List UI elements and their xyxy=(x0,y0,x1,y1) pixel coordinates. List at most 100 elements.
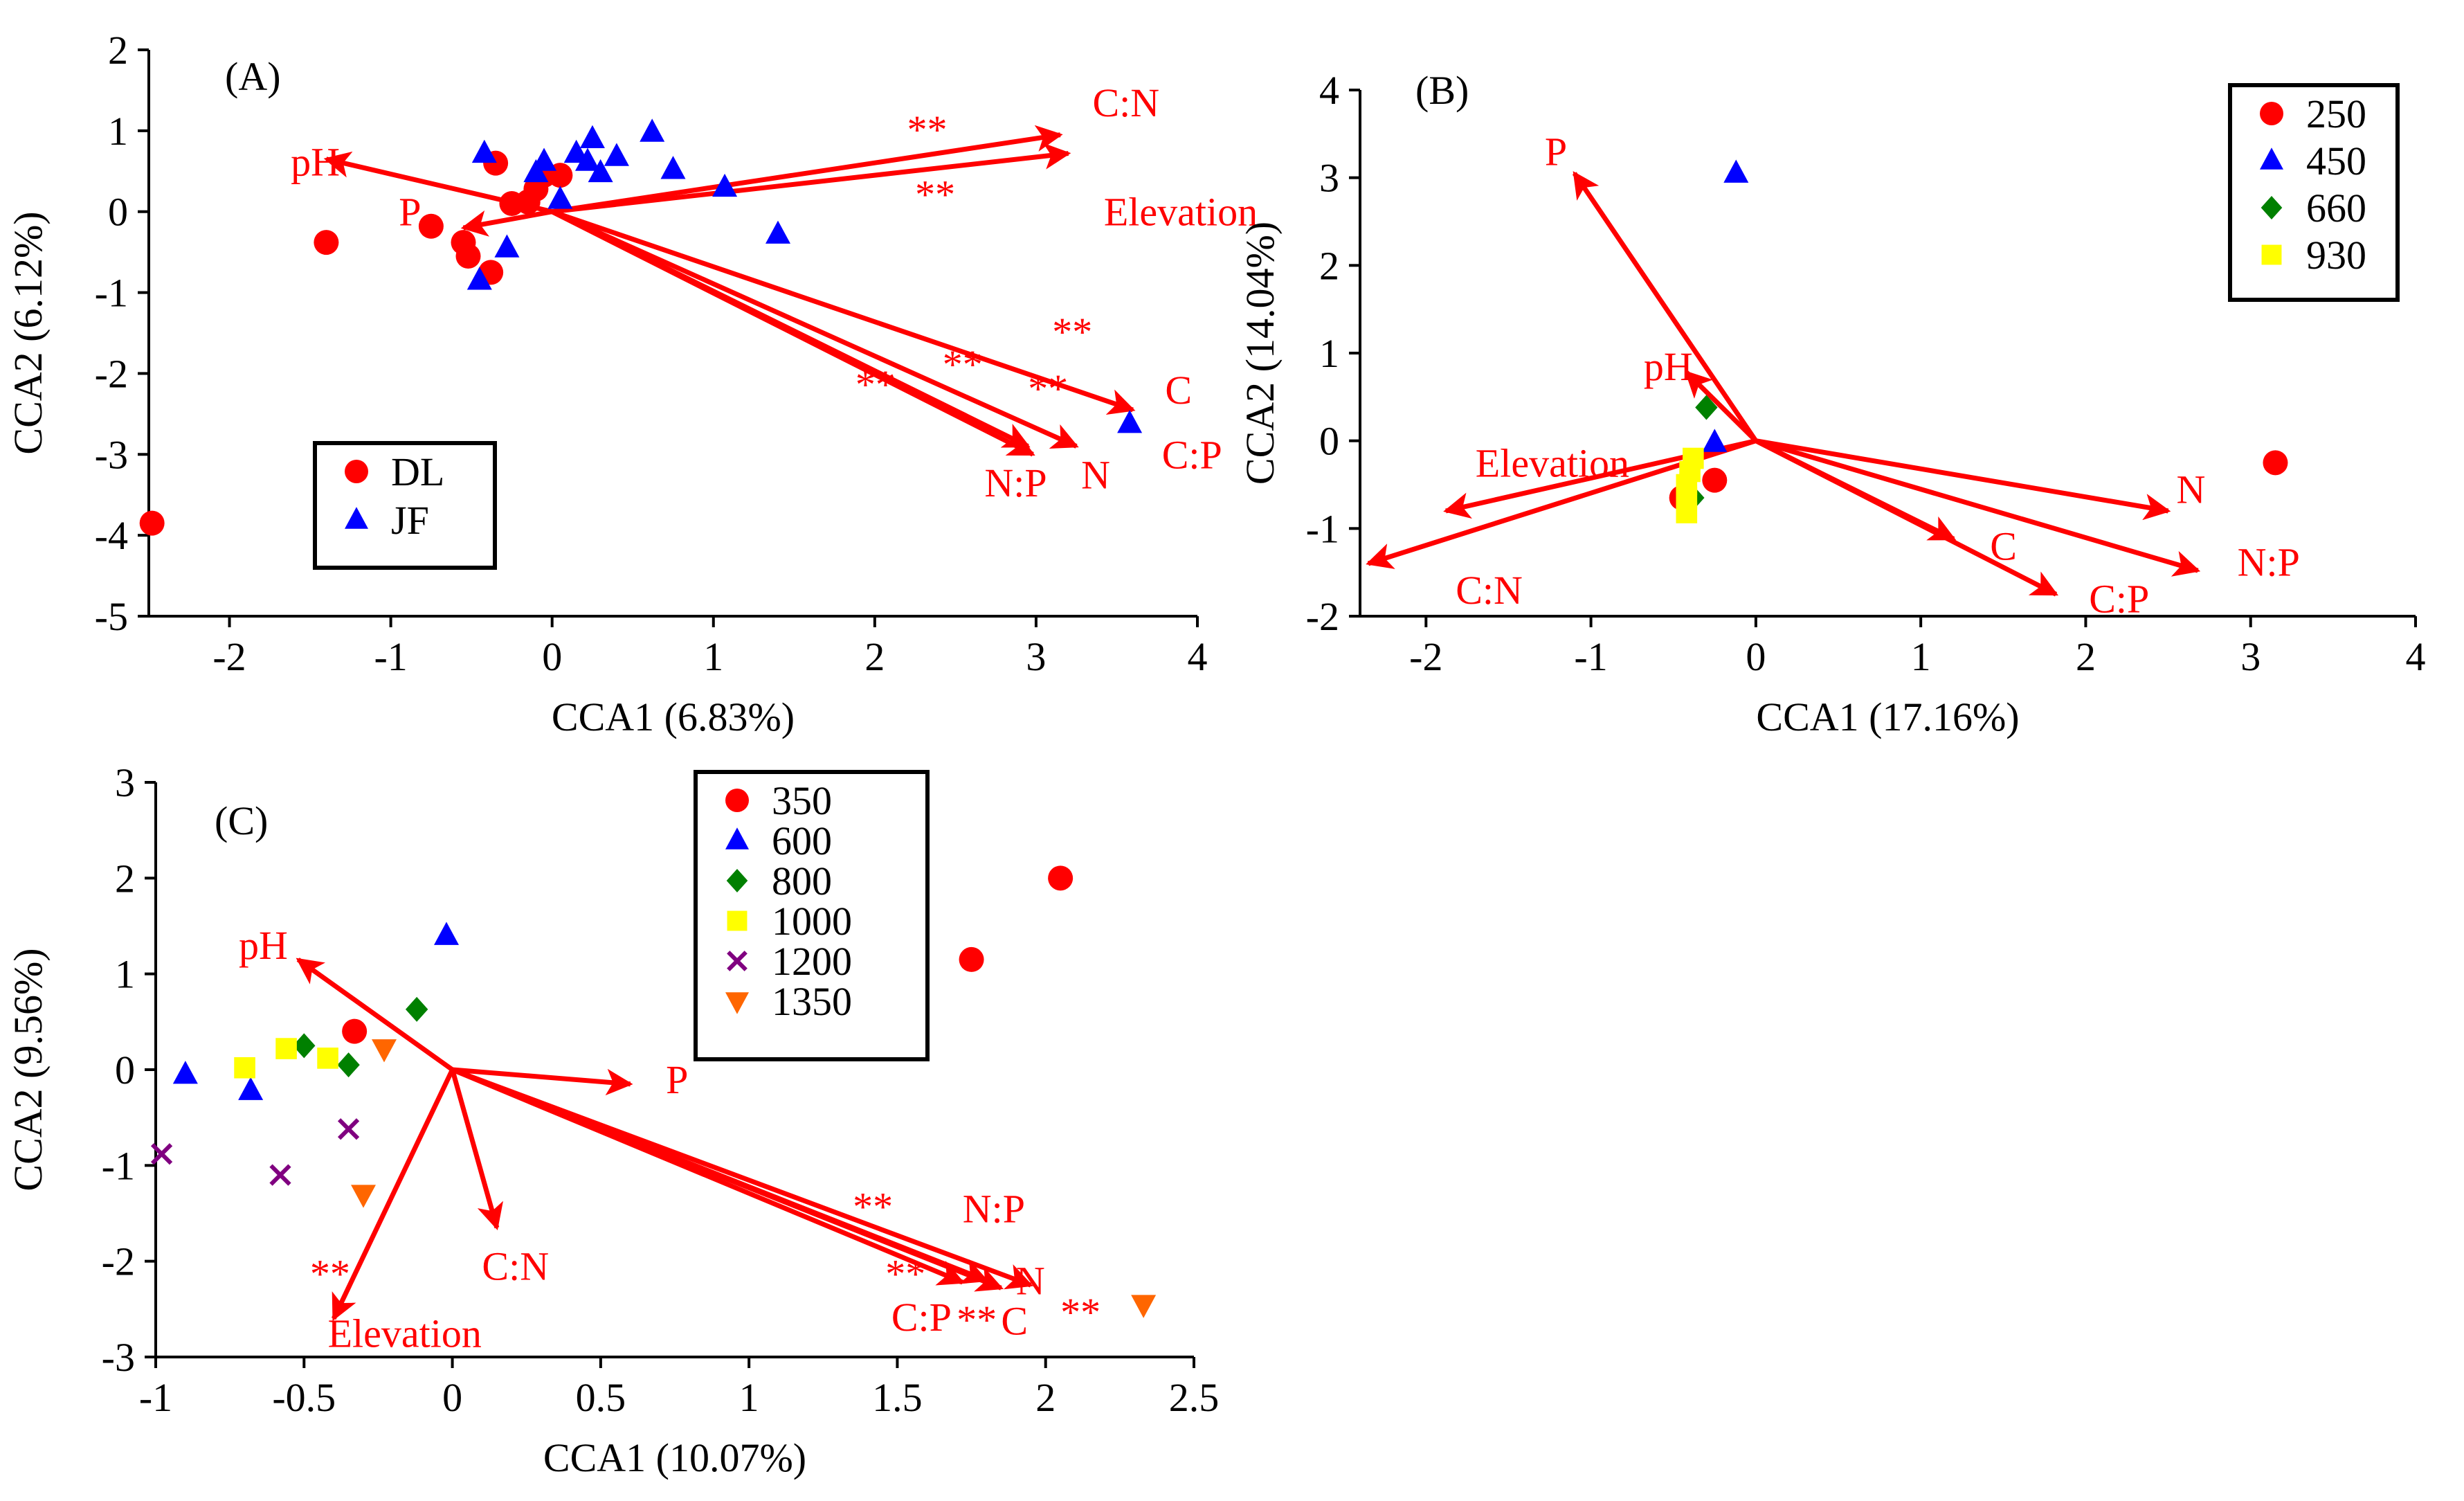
y-tick-label: -5 xyxy=(95,594,128,639)
vector-label-elevation: Elevation xyxy=(1476,440,1629,485)
legend-box xyxy=(313,441,497,570)
vector-label-ph: pH xyxy=(291,139,340,184)
data-point-450 xyxy=(1702,429,1728,452)
legend-marker-660 xyxy=(2261,196,2283,219)
data-point-jf xyxy=(547,186,573,209)
vector-arrow-p xyxy=(452,1067,633,1096)
vector-arrow-p xyxy=(460,209,553,237)
significance-label: ** xyxy=(915,172,955,217)
legend-label-1200: 1200 xyxy=(772,939,852,984)
data-point-1350 xyxy=(351,1185,376,1208)
y-tick-label: 1 xyxy=(1319,331,1339,376)
data-point-1000 xyxy=(275,1038,297,1059)
data-point-660 xyxy=(1695,395,1718,420)
significance-label: ** xyxy=(1052,309,1092,354)
y-tick-label: 2 xyxy=(108,28,128,73)
vector-label-ph: pH xyxy=(1644,344,1693,389)
y-tick-label: 1 xyxy=(115,952,135,997)
y-axis-title: CCA2 (6.12%) xyxy=(6,211,51,454)
vector-label-c: C xyxy=(1001,1298,1028,1343)
data-point-800 xyxy=(337,1052,360,1078)
y-tick-label: -2 xyxy=(102,1239,135,1284)
vector-label-c-p: C:P xyxy=(1162,432,1222,477)
x-tick-label: -1 xyxy=(139,1375,172,1420)
legend-label-800: 800 xyxy=(772,859,832,904)
data-point-350 xyxy=(959,946,984,972)
vector-label-c: C xyxy=(1165,368,1192,413)
legend-label-dl: DL xyxy=(391,449,444,494)
x-tick-label: -0.5 xyxy=(272,1375,336,1420)
significance-label: ** xyxy=(943,342,983,387)
vector-arrow-n-p xyxy=(551,209,1035,457)
significance-label: ** xyxy=(1060,1290,1100,1335)
legend-marker-800 xyxy=(726,869,748,892)
legend-box xyxy=(2228,83,2400,302)
y-tick-label: -2 xyxy=(1306,594,1339,639)
legend-marker-1000 xyxy=(727,910,748,931)
legend-label-1350: 1350 xyxy=(772,979,852,1024)
x-tick-label: 1 xyxy=(703,634,723,679)
data-point-930 xyxy=(1676,502,1698,523)
vector-label-c-p: C:P xyxy=(2089,577,2149,622)
y-tick-label: -1 xyxy=(102,1143,135,1188)
vector-label-elevation: Elevation xyxy=(1104,190,1258,235)
data-point-600 xyxy=(238,1077,264,1100)
x-tick-label: 1 xyxy=(1911,634,1931,679)
data-point-1000 xyxy=(317,1048,338,1069)
data-point-350 xyxy=(1048,865,1074,891)
vector-label-n-p: N:P xyxy=(984,460,1047,505)
x-tick-label: 3 xyxy=(2240,634,2261,679)
vector-label-p: P xyxy=(1545,129,1567,174)
vector-arrow-n xyxy=(1755,438,2171,521)
legend-marker-1350 xyxy=(725,992,749,1014)
y-tick-label: -1 xyxy=(95,271,128,316)
data-point-350 xyxy=(342,1018,368,1044)
significance-label: ** xyxy=(310,1252,350,1297)
x-tick-label: 4 xyxy=(2406,634,2426,679)
significance-label: ** xyxy=(907,107,947,152)
significance-label: ** xyxy=(855,362,896,407)
vector-arrow-elevation xyxy=(1443,438,1757,519)
x-tick-label: -1 xyxy=(1574,634,1607,679)
y-tick-label: 3 xyxy=(1319,156,1339,201)
data-point-jf xyxy=(574,147,600,171)
data-point-dl xyxy=(314,230,339,255)
vector-arrow-ph xyxy=(1685,370,1758,443)
legend-marker-450 xyxy=(2260,147,2283,170)
panel-a: -2 -1 0 1 2 3 4 2 1 0 -1 -2 -3 -4 -5 CCA1 (6.83%) CCA2 (… xyxy=(6,28,1258,739)
y-tick-label: -3 xyxy=(102,1335,135,1380)
y-tick-label: 2 xyxy=(1319,243,1339,288)
vector-label-ph: pH xyxy=(239,923,288,968)
x-tick-label: 1 xyxy=(739,1375,759,1420)
y-tick-label: 0 xyxy=(115,1048,135,1093)
y-tick-label: -1 xyxy=(1306,506,1339,551)
vector-arrow-c-p xyxy=(1755,438,2058,597)
data-point-600 xyxy=(172,1061,198,1084)
x-tick-label: 0 xyxy=(442,1375,462,1420)
vector-label-c-n: C:N xyxy=(1093,80,1160,125)
panel-label: (B) xyxy=(1415,68,1469,113)
legend-label-600: 600 xyxy=(772,818,832,863)
data-point-jf xyxy=(588,159,613,183)
x-axis-title: CCA1 (10.07%) xyxy=(543,1435,806,1480)
y-tick-label: -3 xyxy=(95,432,128,477)
x-tick-label: -2 xyxy=(212,634,246,679)
y-axis-title: CCA2 (14.04%) xyxy=(1238,222,1283,485)
vector-arrow-c-p xyxy=(551,209,1079,449)
significance-label: ** xyxy=(957,1297,997,1342)
vector-label-n: N xyxy=(1016,1258,1045,1303)
y-tick-label: -2 xyxy=(95,351,128,396)
vector-label-elevation: Elevation xyxy=(328,1311,482,1356)
data-point-jf xyxy=(532,147,557,171)
x-tick-label: 0 xyxy=(1746,634,1766,679)
y-tick-label: -4 xyxy=(95,513,128,558)
y-tick-label: 4 xyxy=(1319,68,1339,113)
x-tick-label: 0 xyxy=(542,634,562,679)
data-point-250 xyxy=(2263,450,2288,476)
vector-label-n-p: N:P xyxy=(2238,539,2300,584)
data-point-jf xyxy=(579,125,605,149)
data-point-1200 xyxy=(337,1118,360,1140)
data-point-250 xyxy=(1702,467,1728,493)
